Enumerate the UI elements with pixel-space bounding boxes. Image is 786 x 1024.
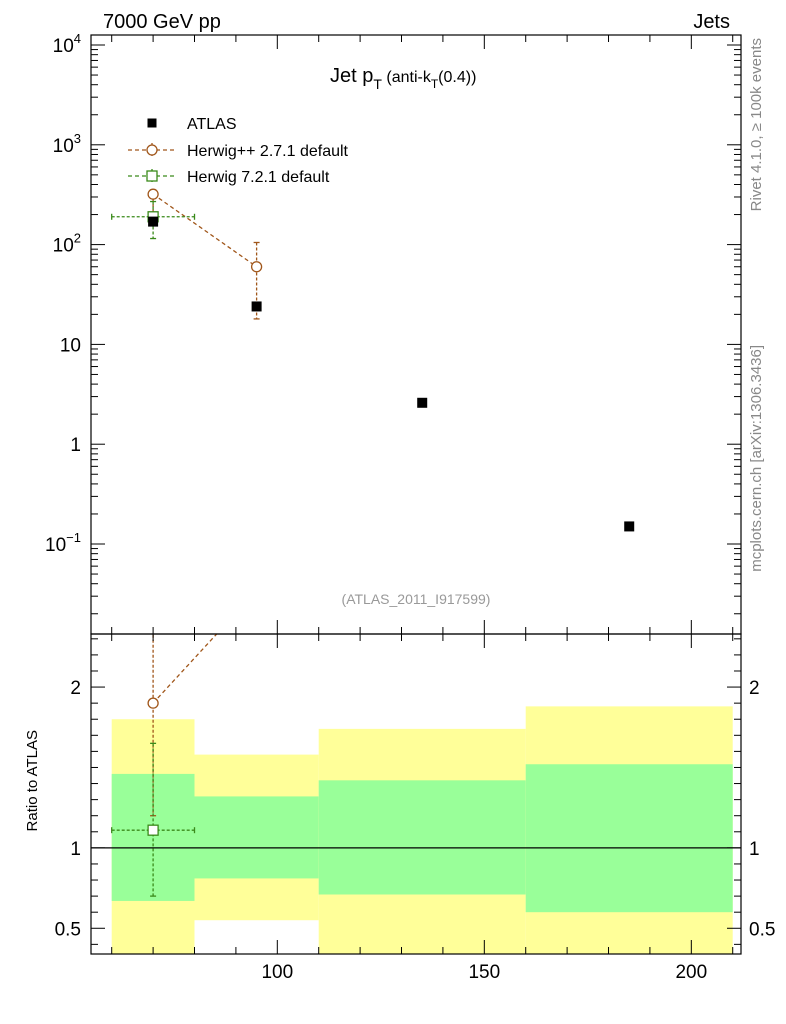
ratio-band-stat	[318, 780, 526, 895]
ratio-y-tick-label-right: 1	[749, 839, 760, 860]
ratio-y-tick-label-right: 0.5	[749, 919, 775, 940]
analysis-label: (ATLAS_2011_I917599)	[342, 591, 491, 607]
ratio-herwigpp-point	[252, 586, 262, 596]
ratio-y-tick-label-left: 1	[70, 839, 81, 860]
atlas-point	[251, 301, 262, 312]
tick-label-base: 10	[53, 136, 74, 157]
ratio-tick-labels: 0.5 0.5 1 1 2 2 100 150 200	[55, 678, 776, 983]
ratio-data-layer	[91, 586, 741, 897]
plot-title: Jet pT (anti-kT(0.4))	[330, 65, 476, 92]
x-tick-label: 200	[675, 962, 707, 983]
tick-label-exponent: 4	[74, 31, 81, 46]
main-y-tick-label: 104	[53, 31, 81, 57]
ratio-herwigpp-line-segment	[152, 634, 218, 704]
legend-label-atlas: ATLAS	[187, 116, 237, 133]
atlas-point	[148, 216, 159, 227]
plot-title-main: Jet p	[330, 65, 373, 87]
legend-marker-herwigpp	[146, 144, 158, 156]
atlas-point	[624, 521, 635, 532]
rivet-version-label: Rivet 4.1.0, ≥ 100k events	[748, 38, 765, 211]
legend-marker-herwig7	[146, 170, 158, 182]
tick-label-exponent: −1	[66, 530, 81, 545]
ratio-band-stat	[111, 773, 195, 901]
tick-label-base: 10	[53, 236, 74, 257]
ratio-y-tick-label-left: 2	[70, 678, 81, 699]
legend-label-herwig7: Herwig 7.2.1 default	[187, 169, 330, 186]
main-data-layer	[111, 188, 635, 532]
herwigpp-point	[147, 188, 159, 200]
process-label: Jets	[693, 11, 730, 33]
tick-label-base: 10	[45, 535, 66, 556]
ratio-frame	[90, 633, 742, 955]
source-label: mcplots.cern.ch [arXiv:1306.3436]	[748, 345, 765, 572]
tick-label-exponent: 2	[74, 231, 81, 246]
herwigpp-line-segment	[152, 193, 257, 268]
ratio-y-axis-label: Ratio to ATLAS	[24, 730, 41, 831]
tick-label-exponent: 3	[74, 131, 81, 146]
plot-title-paren-open: (anti-k	[382, 69, 432, 86]
ratio-herwigpp-point	[147, 697, 159, 709]
tick-label-base: 10	[53, 36, 74, 57]
ratio-axis-ticks	[91, 634, 741, 954]
plot-title-paren-close: (0.4))	[438, 69, 476, 86]
main-y-tick-label: 102	[53, 231, 81, 257]
main-y-tick-label: 1	[70, 435, 81, 456]
atlas-point	[417, 397, 428, 408]
ratio-panel: 0.5 0.5 1 1 2 2 100 150 200 Ratio to ATLAS	[24, 586, 776, 983]
ratio-bands	[111, 706, 733, 954]
main-axis-ticks	[91, 35, 741, 634]
plot-title-sub1: T	[373, 76, 382, 92]
legend-label-herwigpp: Herwig++ 2.7.1 default	[187, 143, 349, 160]
main-y-tick-label: 10	[60, 335, 81, 356]
plot-title-sub2: T	[431, 77, 439, 91]
main-y-tick-label: 10−1	[45, 530, 81, 556]
ratio-herwig7-point	[147, 824, 159, 836]
legend-marker-atlas	[147, 118, 157, 128]
x-tick-label: 150	[468, 962, 500, 983]
main-y-tick-label: 103	[53, 131, 81, 157]
collision-label: 7000 GeV pp	[103, 11, 221, 33]
ratio-band-stat	[525, 764, 733, 913]
herwigpp-point	[250, 261, 263, 273]
legend: ATLAS Herwig++ 2.7.1 default Herwig 7.2.…	[128, 116, 349, 186]
ratio-y-tick-label-right: 2	[749, 678, 760, 699]
ratio-band-stat	[194, 796, 319, 879]
ratio-y-tick-label-left: 0.5	[55, 919, 81, 940]
x-tick-label: 100	[261, 962, 293, 983]
